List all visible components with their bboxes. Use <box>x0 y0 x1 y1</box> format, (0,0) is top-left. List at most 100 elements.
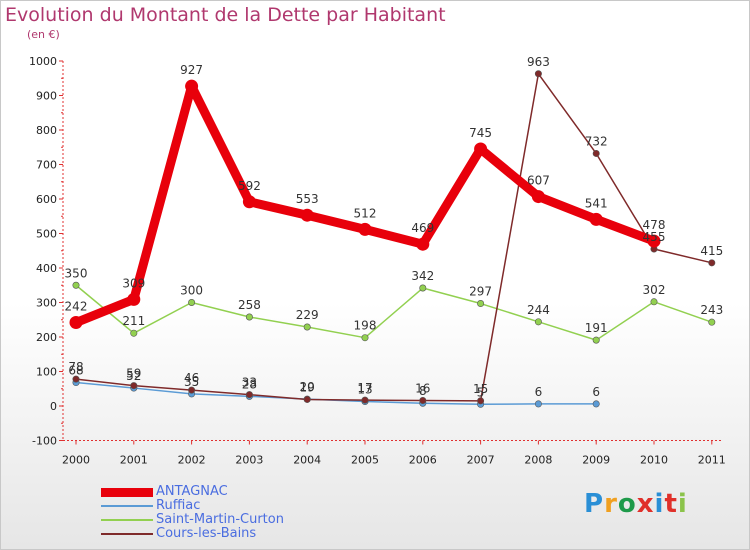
data-label-cours-les-bains: 455 <box>643 230 666 244</box>
data-label-antagnac: 469 <box>411 221 434 235</box>
data-label-cours-les-bains: 16 <box>415 381 430 395</box>
y-tick-label: 400 <box>36 262 57 275</box>
data-label-saint-martin-curton: 297 <box>469 285 492 299</box>
data-point-saint-martin-curton <box>130 329 138 337</box>
data-label-saint-martin-curton: 243 <box>700 303 723 317</box>
axes: -100 0 100 200 300 400 500 600 700 800 900 1000 2000… <box>29 55 726 467</box>
data-point-cours-les-bains <box>361 396 369 404</box>
data-point-saint-martin-curton <box>188 298 196 306</box>
data-point-saint-martin-curton <box>708 318 716 326</box>
x-tick-label: 2000 <box>62 454 90 467</box>
data-label-saint-martin-curton: 191 <box>585 321 608 335</box>
series-line-cours-les-bains <box>75 73 713 402</box>
data-label-saint-martin-curton: 300 <box>180 284 203 298</box>
data-point-antagnac <box>531 190 545 204</box>
logo-letter: i <box>654 489 665 519</box>
data-label-cours-les-bains: 78 <box>68 360 83 374</box>
data-label-saint-martin-curton: 198 <box>354 319 377 333</box>
legend-swatch <box>101 505 153 507</box>
logo-letter: P <box>584 489 605 519</box>
series-lines <box>71 73 713 406</box>
data-point-saint-martin-curton <box>592 336 600 344</box>
y-tick-label: 800 <box>36 124 57 137</box>
data-label-ruffiac: 35 <box>184 375 199 389</box>
data-label-ruffiac: 8 <box>419 384 427 398</box>
data-label-antagnac: 592 <box>238 179 261 193</box>
logo-letter: r <box>604 489 618 519</box>
data-label-antagnac: 242 <box>65 300 88 314</box>
data-label-antagnac: 745 <box>469 126 492 140</box>
logo-letter: t <box>664 489 678 519</box>
data-point-antagnac <box>416 237 430 251</box>
data-point-cours-les-bains <box>130 382 138 390</box>
data-label-antagnac: 553 <box>296 192 319 206</box>
data-point-antagnac <box>358 222 372 236</box>
data-point-antagnac <box>242 195 256 209</box>
data-label-antagnac: 512 <box>354 206 377 220</box>
data-point-cours-les-bains <box>708 259 716 267</box>
data-point-cours-les-bains <box>188 386 196 394</box>
data-label-cours-les-bains: 46 <box>184 371 199 385</box>
y-tick-label: 300 <box>36 297 57 310</box>
data-point-saint-martin-curton <box>534 318 542 326</box>
data-point-antagnac <box>474 142 488 156</box>
series-line-saint-martin-curton <box>75 284 713 341</box>
data-label-saint-martin-curton: 211 <box>122 314 145 328</box>
legend-label: Cours-les-Bains <box>156 526 257 541</box>
data-point-cours-les-bains <box>592 149 600 157</box>
data-label-cours-les-bains: 59 <box>126 367 141 381</box>
chart-unit: (en €) <box>27 28 60 41</box>
x-tick-label: 2011 <box>698 454 726 467</box>
x-tick-label: 2009 <box>582 454 610 467</box>
data-label-antagnac: 607 <box>527 174 550 188</box>
y-tick-label: 600 <box>36 193 57 206</box>
data-point-cours-les-bains <box>534 70 542 78</box>
series-line-ruffiac <box>75 381 597 406</box>
x-tick-label: 2010 <box>640 454 668 467</box>
data-label-antagnac: 478 <box>643 218 666 232</box>
y-tick-label: -100 <box>32 435 57 448</box>
data-point-ruffiac <box>534 400 542 408</box>
data-label-cours-les-bains: 415 <box>700 244 723 258</box>
data-label-cours-les-bains: 33 <box>242 376 257 390</box>
data-point-antagnac <box>127 292 141 306</box>
x-tick-label: 2002 <box>178 454 206 467</box>
data-point-ruffiac <box>592 400 600 408</box>
y-tick-label: 900 <box>36 90 57 103</box>
data-point-antagnac <box>647 234 661 248</box>
proxiti-logo: Proxiti <box>584 489 688 519</box>
data-label-saint-martin-curton: 258 <box>238 298 261 312</box>
data-label-ruffiac: 5 <box>477 385 485 399</box>
data-label-cours-les-bains: 19 <box>300 380 315 394</box>
y-tick-label: 200 <box>36 331 57 344</box>
legend-swatch <box>101 533 153 535</box>
series-points <box>69 70 716 408</box>
data-point-cours-les-bains <box>303 395 311 403</box>
x-tick-label: 2001 <box>120 454 148 467</box>
data-point-saint-martin-curton <box>419 284 427 292</box>
data-point-saint-martin-curton <box>245 313 253 321</box>
x-tick-label: 2008 <box>524 454 552 467</box>
legend-swatch <box>101 488 153 497</box>
data-label-antagnac: 927 <box>180 63 203 77</box>
data-point-saint-martin-curton <box>477 300 485 308</box>
data-point-cours-les-bains <box>245 391 253 399</box>
data-point-saint-martin-curton <box>650 298 658 306</box>
data-label-ruffiac: 13 <box>357 383 372 397</box>
data-label-cours-les-bains: 15 <box>473 382 488 396</box>
data-label-cours-les-bains: 17 <box>357 381 372 395</box>
data-label-cours-les-bains: 732 <box>585 134 608 148</box>
y-tick-label: 100 <box>36 366 57 379</box>
x-tick-label: 2006 <box>409 454 437 467</box>
data-point-cours-les-bains <box>419 396 427 404</box>
data-point-saint-martin-curton <box>361 334 369 342</box>
data-label-ruffiac: 6 <box>535 385 543 399</box>
legend-label: ANTAGNAC <box>156 484 228 499</box>
y-tick-label: 1000 <box>29 55 57 68</box>
data-label-saint-martin-curton: 229 <box>296 308 319 322</box>
data-label-antagnac: 541 <box>585 196 608 210</box>
logo-letter: x <box>636 489 655 519</box>
